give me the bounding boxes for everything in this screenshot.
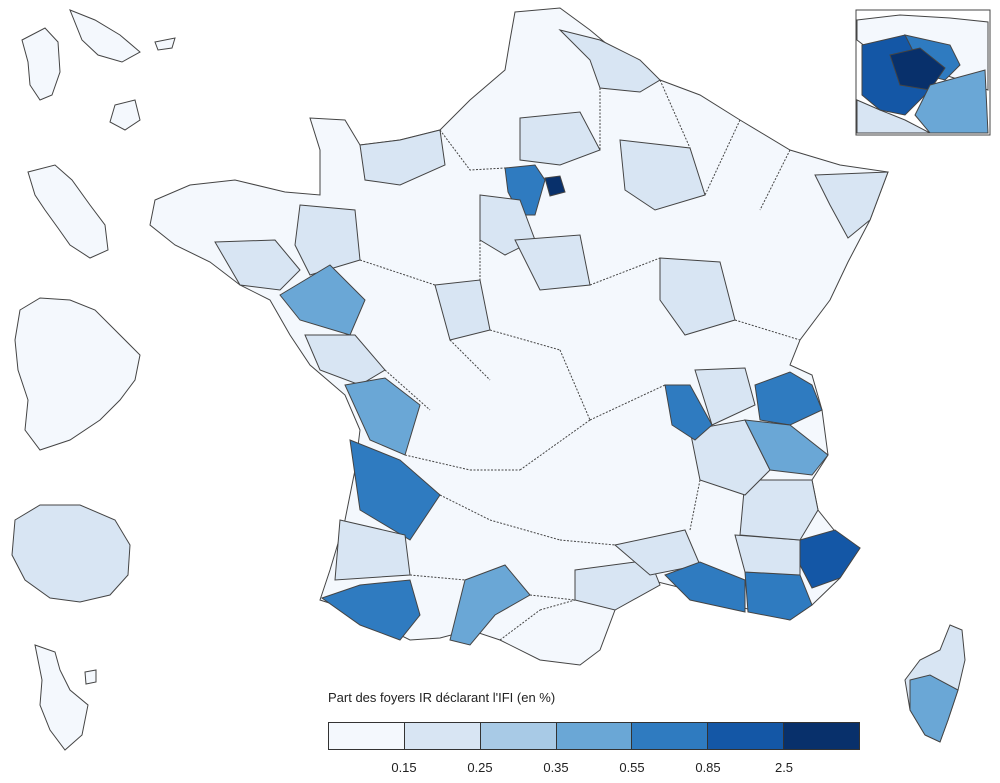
martinique-region xyxy=(27,164,109,259)
dept-pas-de-calais-nord xyxy=(558,29,661,93)
dept-bouches-du-rhone xyxy=(664,561,746,613)
dept-corse-du-sud xyxy=(909,674,959,743)
legend-swatch-6 xyxy=(708,723,785,749)
dept-oise-aisne xyxy=(519,111,601,166)
dept-haute-savoie xyxy=(754,371,823,426)
dept-cote-dor xyxy=(659,257,736,336)
dept-calvados-manche xyxy=(359,129,446,186)
metropolitan-france xyxy=(149,7,966,743)
guyane-region xyxy=(14,297,141,451)
legend-swatch-2 xyxy=(404,723,481,749)
legend-tick-2: 0.25 xyxy=(467,760,493,775)
legend-tick-4: 0.55 xyxy=(619,760,645,775)
dept-savoie xyxy=(744,419,829,476)
legend-swatch-4 xyxy=(556,723,633,749)
dept-pyrenees-atlantiques xyxy=(320,579,421,641)
legend-tick-3: 0.35 xyxy=(543,760,569,775)
dept-borders xyxy=(359,79,801,641)
legend-swatch-7 xyxy=(784,723,860,749)
ile-de-france-inset xyxy=(855,9,991,136)
dept-alpes-de-haute-provence xyxy=(734,534,801,576)
dept-morbihan xyxy=(214,239,301,291)
legend-swatch-1 xyxy=(329,723,405,749)
dept-marne xyxy=(619,139,706,211)
dept-var xyxy=(744,571,813,621)
dept-isere xyxy=(689,419,771,496)
dept-hautes-alpes xyxy=(739,479,819,541)
reunion-region xyxy=(11,504,131,603)
dept-gironde xyxy=(349,439,441,541)
dept-rhone xyxy=(664,384,713,441)
dept-moselle-bas-rhin xyxy=(814,171,889,239)
legend-swatch-5 xyxy=(632,723,709,749)
legend-color-bar xyxy=(328,722,860,750)
overseas-territories xyxy=(11,9,176,751)
dept-charente-maritime xyxy=(344,377,421,456)
dept-ain xyxy=(694,367,756,426)
dept-loire-atlantique xyxy=(279,264,366,336)
legend-title: Part des foyers IR déclarant l'IFI (en %… xyxy=(328,690,556,705)
legend-tick-1: 0.15 xyxy=(391,760,417,775)
legend-swatch-3 xyxy=(480,723,557,749)
mayotte-region xyxy=(34,644,97,751)
dept-paris-hauts-de-seine xyxy=(544,175,566,197)
guadeloupe-region xyxy=(21,9,176,131)
legend-tick-5: 0.85 xyxy=(695,760,721,775)
dept-haute-garonne xyxy=(449,564,531,646)
dept-vendee xyxy=(304,334,386,386)
dept-ille-et-vilaine xyxy=(294,204,361,276)
legend-tick-6: 2.5 xyxy=(774,760,794,775)
dept-alpes-maritimes xyxy=(799,529,861,589)
